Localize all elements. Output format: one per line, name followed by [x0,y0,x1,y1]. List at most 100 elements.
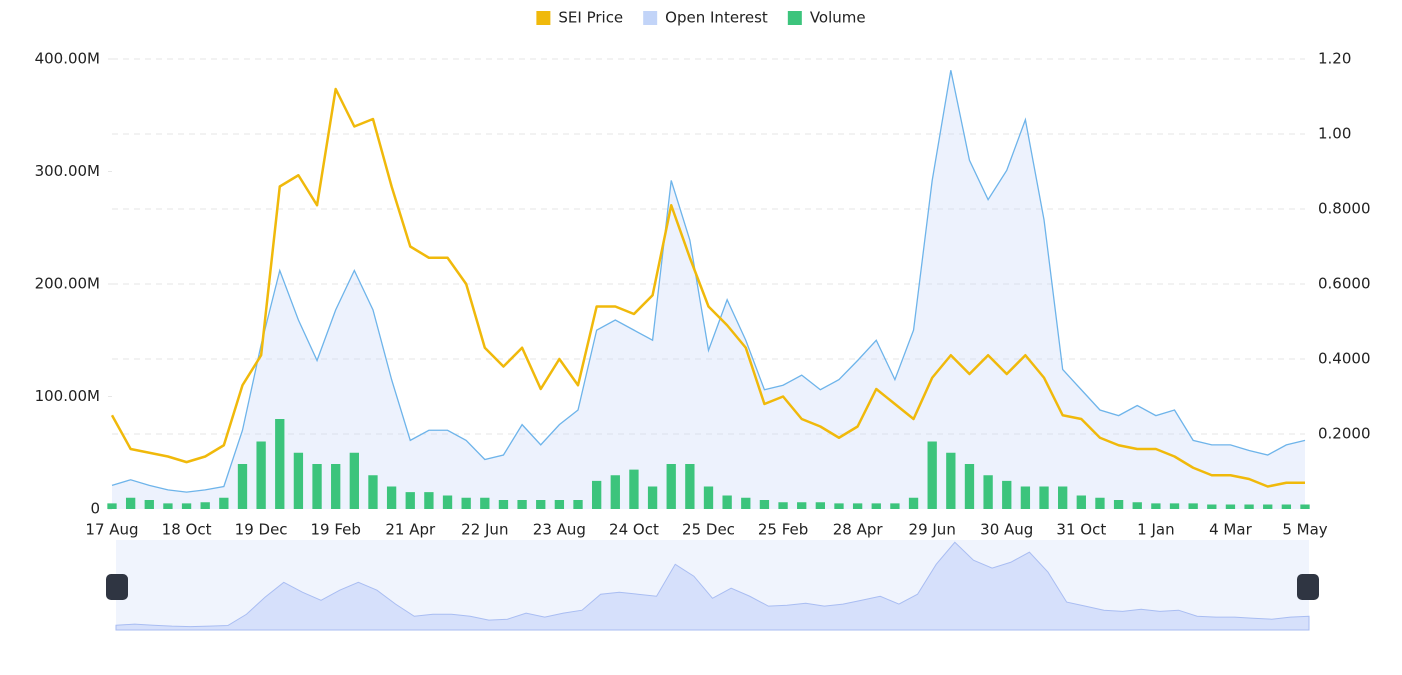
volume-bar [461,497,471,509]
volume-bar [256,441,266,509]
navigator-handle[interactable] [1297,574,1319,600]
y2-tick-label: 0.6000 [1318,275,1371,293]
volume-bar [1169,503,1180,509]
legend-label: SEI Price [558,9,623,27]
y2-tick-label: 0.8000 [1318,200,1371,218]
legend-label: Open Interest [665,9,768,27]
volume-bar [703,486,714,509]
volume-bar [1300,504,1310,509]
volume-bar [815,502,826,509]
x-tick-label: 18 Oct [162,521,212,539]
x-tick-label: 4 Mar [1209,521,1252,539]
y2-tick-label: 0.4000 [1318,350,1371,368]
volume-bar [331,464,341,509]
volume-bar [386,486,397,509]
volume-bar [1095,497,1105,509]
volume-bar [797,502,807,509]
x-tick-label: 28 Apr [833,521,884,539]
volume-bar [1076,495,1086,509]
volume-bar [983,475,993,509]
volume-bar [591,480,602,509]
volume-bar [1207,504,1217,509]
volume-bar [1151,503,1161,509]
volume-bar [685,464,695,509]
volume-bar [275,419,285,509]
x-tick-label: 24 Oct [609,521,659,539]
volume-bar [498,500,509,509]
volume-bar [778,502,788,509]
volume-bar [629,469,639,509]
volume-bar [163,503,173,509]
y-tick-label: 400.00M [35,50,100,68]
volume-bar [349,452,359,509]
volume-bar [1113,500,1124,509]
y-tick-label: 0 [90,500,100,518]
volume-bar [741,497,751,509]
x-tick-label: 23 Aug [533,521,586,539]
volume-bar [1244,504,1254,509]
volume-bar [573,500,583,509]
volume-bar [554,500,565,509]
x-tick-label: 25 Feb [758,521,808,539]
volume-bar [442,495,453,509]
x-tick-label: 29 Jun [909,521,956,539]
volume-bar [610,475,620,509]
x-tick-label: 1 Jan [1137,521,1174,539]
y-tick-label: 300.00M [35,162,100,180]
volume-bar [834,503,844,509]
volume-bar [1002,480,1012,509]
volume-bar [722,495,732,509]
legend-label: Volume [810,9,866,27]
volume-bar [480,497,490,509]
y-tick-label: 200.00M [35,275,100,293]
legend-swatch [536,11,551,25]
volume-bar [890,503,900,509]
volume-bar [666,464,676,509]
volume-bar [424,492,434,509]
volume-bar [908,497,919,509]
volume-bar [517,500,527,509]
volume-bar [237,464,248,509]
y-tick-label: 100.00M [35,387,100,405]
x-tick-label: 22 Jun [461,521,508,539]
volume-bar [293,452,304,509]
volume-bar [107,503,117,509]
volume-bar [1225,504,1236,509]
volume-bar [1020,486,1031,509]
price-line [110,87,1305,488]
volume-bar [536,500,546,509]
volume-bar [1263,504,1273,509]
x-tick-label: 19 Dec [235,521,288,539]
volume-bar [200,502,210,509]
legend-swatch [643,11,658,25]
volume-bar [852,503,863,509]
volume-bar [125,497,136,509]
navigator-handle[interactable] [106,574,128,600]
x-tick-label: 30 Aug [980,521,1033,539]
volume-bar [1281,504,1292,509]
navigator-area [115,541,1310,631]
volume-bar [219,497,229,509]
volume-bar [181,503,192,509]
volume-bar [647,486,658,509]
volume-bar [312,464,322,509]
volume-bar [405,492,415,509]
legend-swatch [787,11,802,25]
x-tick-label: 31 Oct [1056,521,1106,539]
x-tick-label: 19 Feb [310,521,360,539]
x-tick-label: 21 Apr [385,521,436,539]
volume-bar [927,441,937,509]
volume-bar [964,464,975,509]
legend: SEI Price Open Interest Volume [536,9,866,27]
volume-bar [144,500,154,509]
volume-bar [1058,486,1068,509]
x-tick-label: 25 Dec [682,521,735,539]
volume-bar [1039,486,1049,509]
x-tick-label: 5 May [1282,521,1327,539]
x-tick-label: 17 Aug [85,521,138,539]
volume-bar [368,475,378,509]
area-line [111,70,1306,493]
volume-bar [1132,502,1142,509]
volume-bar [1188,503,1198,509]
